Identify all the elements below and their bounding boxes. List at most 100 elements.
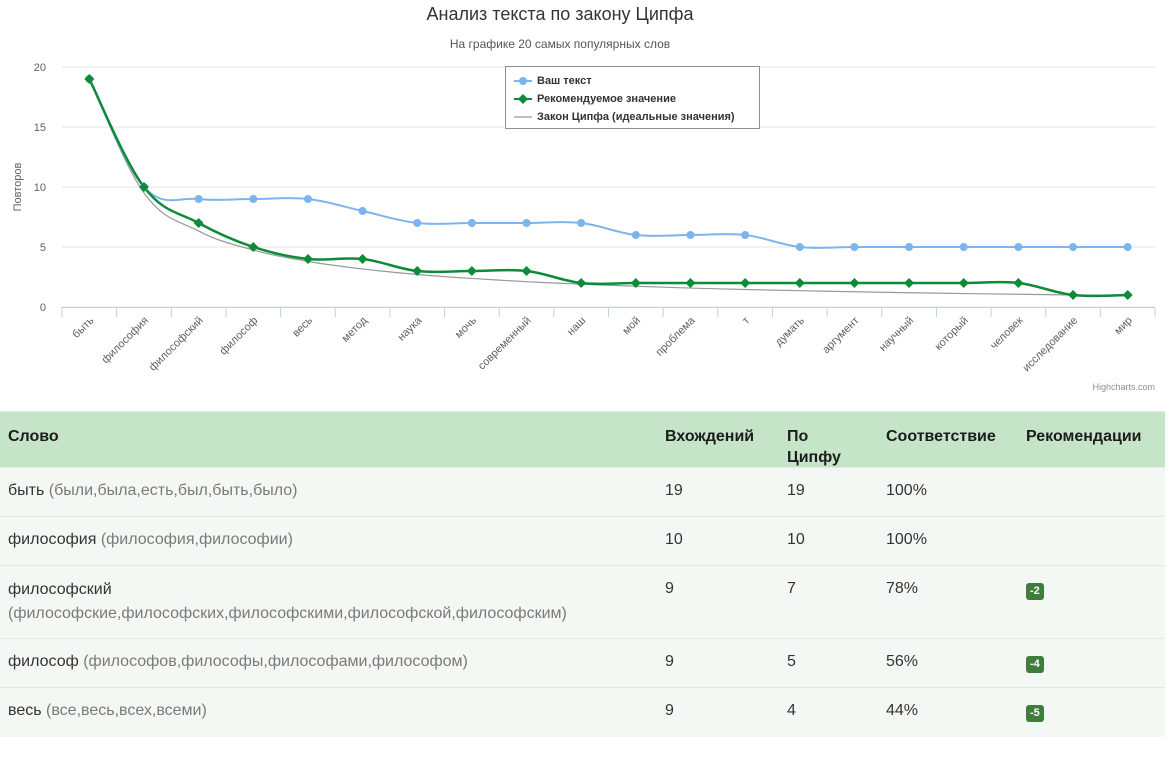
chart-title: Анализ текста по закону Ципфа — [426, 4, 694, 24]
word-forms: (все,весь,всех,всеми) — [46, 702, 207, 719]
word-forms: (философов,философы,философами,философом… — [83, 653, 468, 670]
table-row: весь (все,весь,всех,всеми) 9 4 44% -5 — [0, 687, 1165, 737]
point-recommended — [1068, 290, 1079, 300]
count-cell: 9 — [657, 565, 779, 639]
recommend-badge: -4 — [1026, 656, 1044, 673]
point-recommended — [138, 182, 149, 192]
legend-label: Закон Ципфа (идеальные значения) — [537, 111, 735, 123]
table-row: философский (философские,философских,фил… — [0, 565, 1165, 639]
legend-item-recommended[interactable]: Рекомендуемое значение — [514, 90, 759, 108]
point-your-text — [1123, 243, 1132, 251]
point-recommended — [466, 266, 477, 276]
point-recommended — [685, 278, 696, 288]
legend-item-zipf[interactable]: Закон Ципфа (идеальные значения) — [514, 108, 759, 126]
word-forms: (были,была,есть,был,быть,было) — [48, 482, 298, 499]
x-tick-label: аргумент — [820, 315, 861, 356]
point-your-text — [303, 195, 312, 203]
point-recommended — [193, 218, 204, 228]
count-cell: 9 — [657, 687, 779, 737]
chart-legend: Ваш текст Рекомендуемое значение Закон Ц… — [505, 66, 760, 129]
y-tick-label: 5 — [40, 242, 46, 254]
word-cell: философ (философов,философы,философами,ф… — [0, 638, 657, 688]
point-recommended — [958, 278, 969, 288]
legend-swatch-green — [514, 94, 532, 104]
col-header-recommend[interactable]: Рекомендации — [1018, 411, 1165, 468]
y-tick-label: 0 — [40, 302, 46, 314]
point-recommended — [740, 278, 751, 288]
recommend-cell: -2 — [1018, 565, 1165, 639]
y-axis-title: Повторов — [12, 162, 24, 211]
legend-label: Рекомендуемое значение — [537, 93, 676, 105]
point-your-text — [358, 207, 367, 215]
match-cell: 78% — [878, 565, 1018, 639]
y-tick-label: 15 — [34, 122, 46, 134]
series-recommended-line — [88, 78, 1128, 298]
chart-canvas: 0 5 10 15 20 Повторов быть философияфилософский… — [12, 62, 1156, 374]
legend-swatch-blue — [514, 77, 532, 85]
table-row: быть (были,была,есть,был,быть,было) 19 1… — [0, 467, 1165, 517]
match-cell: 100% — [878, 467, 1018, 517]
recommend-cell: -5 — [1018, 687, 1165, 737]
match-cell: 56% — [878, 638, 1018, 688]
point-your-text — [905, 243, 914, 251]
word-cell: философский (философские,философских,фил… — [0, 565, 657, 639]
point-your-text — [522, 219, 531, 227]
point-recommended — [849, 278, 860, 288]
table-row: философия (философия,философии) 10 10 10… — [0, 516, 1165, 566]
count-cell: 9 — [657, 638, 779, 688]
legend-item-your-text[interactable]: Ваш текст — [514, 72, 759, 90]
point-recommended — [357, 254, 368, 264]
chart-credits[interactable]: Highcharts.com — [1092, 382, 1155, 392]
count-cell: 10 — [657, 516, 779, 566]
x-tick-label: философия — [100, 315, 151, 366]
recommend-cell — [1018, 516, 1165, 566]
x-tick-label: мир — [1112, 315, 1135, 338]
col-header-word[interactable]: Слово — [0, 411, 657, 468]
col-header-match[interactable]: Соответствие — [878, 411, 1018, 468]
point-your-text — [194, 195, 203, 203]
word-forms: (философия,философии) — [100, 531, 293, 548]
x-tick-label: мой — [620, 315, 643, 338]
point-your-text — [1014, 243, 1023, 251]
recommend-cell — [1018, 467, 1165, 517]
x-tick-label: который — [933, 315, 971, 353]
point-recommended — [521, 266, 532, 276]
word: весь — [8, 702, 42, 719]
chart-subtitle: На графике 20 самых популярных слов — [449, 37, 671, 51]
zipf-cell: 19 — [779, 467, 878, 517]
point-your-text — [577, 219, 586, 227]
point-your-text — [741, 231, 750, 239]
col-header-zipf[interactable]: По Ципфу — [779, 411, 878, 468]
point-your-text — [850, 243, 859, 251]
point-your-text — [249, 195, 258, 203]
table-row: философ (философов,философы,философами,ф… — [0, 638, 1165, 688]
recommend-badge: -2 — [1026, 583, 1044, 600]
x-tick-label: наука — [396, 314, 425, 343]
col-header-zipf-line2: Ципфу — [787, 449, 841, 466]
point-recommended — [794, 278, 805, 288]
point-recommended — [302, 254, 313, 264]
point-recommended — [248, 242, 259, 252]
count-cell: 19 — [657, 467, 779, 517]
word-table: Слово Вхождений По Ципфу Соответствие Ре… — [0, 411, 1165, 737]
x-tick-label: метод — [340, 314, 370, 344]
x-tick-label: научный — [877, 315, 916, 354]
point-your-text — [467, 219, 476, 227]
col-header-zipf-line1: По — [787, 428, 809, 445]
x-tick-label: быть — [70, 314, 96, 340]
x-tick-label: современный — [476, 315, 534, 373]
series-your-text-line — [88, 78, 1128, 249]
word: философ — [8, 653, 79, 670]
point-recommended — [576, 278, 587, 288]
zipf-cell: 4 — [779, 687, 878, 737]
point-recommended — [1013, 278, 1024, 288]
point-your-text — [795, 243, 804, 251]
col-header-count[interactable]: Вхождений — [657, 411, 779, 468]
zipf-cell: 5 — [779, 638, 878, 688]
x-tick-label: философский — [147, 315, 206, 374]
point-recommended — [84, 74, 95, 84]
x-tick-label: думать — [773, 314, 807, 348]
point-your-text — [959, 243, 968, 251]
point-your-text — [413, 219, 422, 227]
y-tick-label: 20 — [34, 62, 46, 74]
